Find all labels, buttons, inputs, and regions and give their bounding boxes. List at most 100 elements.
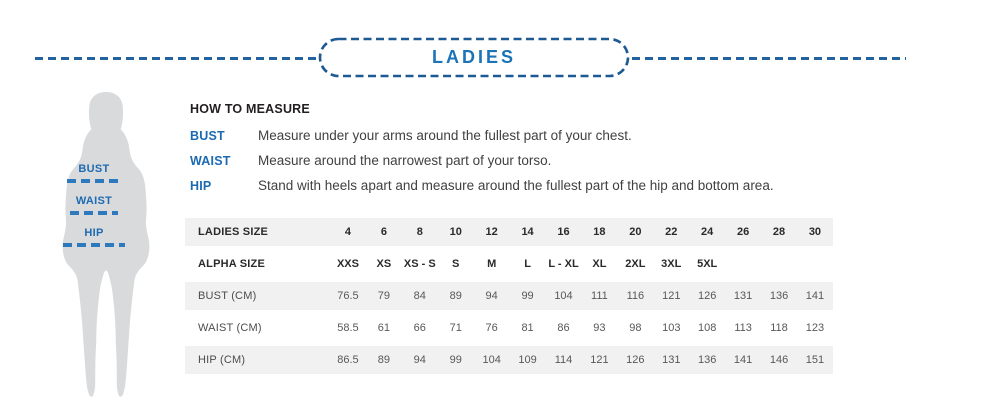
size-cell: 76.5 bbox=[337, 290, 359, 302]
size-cell: 81 bbox=[521, 322, 534, 334]
size-cell: 151 bbox=[805, 354, 825, 366]
row-label: BUST (CM) bbox=[198, 290, 257, 302]
size-cell: 146 bbox=[769, 354, 789, 366]
size-cell: 76 bbox=[485, 322, 498, 334]
size-cell: 26 bbox=[736, 226, 750, 238]
size-cell: 121 bbox=[662, 290, 681, 302]
table-row-hip: HIP (CM) 86.5 89 94 99 104 109 114 121 1… bbox=[185, 346, 833, 374]
size-cell: 121 bbox=[590, 354, 609, 366]
figure-waist-label: WAIST bbox=[75, 195, 113, 207]
bust-measure-dash-line bbox=[67, 179, 121, 183]
size-cell: 99 bbox=[521, 290, 534, 302]
row-label: HIP (CM) bbox=[198, 354, 246, 366]
size-cell: 109 bbox=[518, 354, 537, 366]
size-cell: 141 bbox=[733, 354, 753, 366]
size-cell: 113 bbox=[734, 322, 752, 334]
size-table: LADIES SIZE 4 6 8 10 12 14 16 18 20 22 2… bbox=[185, 218, 833, 378]
size-cell: 16 bbox=[557, 226, 570, 238]
measure-description: Measure under your arms around the fulle… bbox=[258, 128, 632, 143]
measure-instruction: WAIST Measure around the narrowest part … bbox=[190, 148, 890, 173]
measurement-figure: BUST WAIST HIP bbox=[57, 92, 155, 400]
measure-description: Measure around the narrowest part of you… bbox=[258, 153, 552, 168]
size-cell: 89 bbox=[449, 290, 462, 302]
dashed-divider-left bbox=[35, 57, 318, 60]
how-to-measure-title: HOW TO MEASURE bbox=[190, 102, 310, 116]
size-cell: 2XL bbox=[625, 258, 646, 270]
size-cell: 136 bbox=[769, 290, 789, 302]
ladies-badge-border bbox=[318, 37, 630, 78]
measure-instruction: HIP Stand with heels apart and measure a… bbox=[190, 173, 890, 198]
size-cell: 123 bbox=[805, 322, 825, 334]
size-cell: S bbox=[452, 258, 460, 270]
size-cell: 104 bbox=[554, 290, 573, 302]
row-label: ALPHA SIZE bbox=[198, 258, 265, 270]
measure-term: HIP bbox=[190, 178, 212, 193]
measure-instruction: BUST Measure under your arms around the … bbox=[190, 123, 890, 148]
figure-measure-waist: WAIST bbox=[70, 195, 118, 215]
size-cell: 111 bbox=[591, 290, 608, 302]
figure-measure-bust: BUST bbox=[67, 163, 121, 183]
size-cell: 66 bbox=[413, 322, 426, 334]
table-row-waist: WAIST (CM) 58.5 61 66 71 76 81 86 93 98 … bbox=[185, 314, 833, 342]
how-to-measure-section: HOW TO MEASURE BUST Measure under your a… bbox=[190, 102, 890, 198]
size-cell: 12 bbox=[485, 226, 498, 238]
waist-measure-dash-line bbox=[70, 211, 118, 215]
ladies-badge-label: LADIES bbox=[431, 47, 516, 67]
figure-hip-label: HIP bbox=[84, 227, 104, 239]
size-cell: 3XL bbox=[661, 258, 682, 270]
size-cell: 71 bbox=[449, 322, 462, 334]
table-row-ladies-size: LADIES SIZE 4 6 8 10 12 14 16 18 20 22 2… bbox=[185, 218, 833, 246]
size-cell: M bbox=[487, 258, 497, 270]
size-cell: 6 bbox=[380, 226, 387, 238]
size-cell: 79 bbox=[377, 290, 390, 302]
size-cell: 116 bbox=[626, 290, 645, 302]
size-cell: 118 bbox=[770, 322, 788, 334]
size-cell: XL bbox=[592, 258, 607, 270]
size-cell: 114 bbox=[554, 354, 573, 366]
size-cell: 126 bbox=[626, 354, 645, 366]
size-cell: 104 bbox=[482, 354, 501, 366]
size-cell: 8 bbox=[416, 226, 423, 238]
size-cell: 108 bbox=[698, 322, 717, 334]
size-cell: XS bbox=[376, 258, 392, 270]
size-cell: L - XL bbox=[548, 258, 579, 270]
size-cell: 84 bbox=[413, 290, 426, 302]
size-cell: 126 bbox=[698, 290, 717, 302]
measure-description: Stand with heels apart and measure aroun… bbox=[258, 178, 774, 193]
size-cell: 136 bbox=[698, 354, 717, 366]
row-label: WAIST (CM) bbox=[198, 322, 262, 334]
size-cell: 61 bbox=[377, 322, 390, 334]
size-cell: 5XL bbox=[697, 258, 718, 270]
size-cell: 103 bbox=[662, 322, 681, 334]
size-cell: 99 bbox=[449, 354, 462, 366]
size-cell: XXS bbox=[336, 258, 359, 270]
size-cell: 141 bbox=[805, 290, 825, 302]
size-cell: 89 bbox=[377, 354, 390, 366]
table-row-bust: BUST (CM) 76.5 79 84 89 94 99 104 111 11… bbox=[185, 282, 833, 310]
row-label: LADIES SIZE bbox=[198, 226, 269, 238]
figure-bust-label: BUST bbox=[78, 163, 110, 175]
size-cell: L bbox=[524, 258, 531, 270]
size-cell: 22 bbox=[665, 226, 678, 238]
ladies-badge: LADIES bbox=[318, 37, 630, 78]
size-cell: 98 bbox=[629, 322, 642, 334]
measure-term: WAIST bbox=[190, 153, 231, 168]
size-cell: XS - S bbox=[403, 258, 436, 270]
measure-term: BUST bbox=[190, 128, 225, 143]
dashed-divider-right bbox=[632, 57, 906, 60]
size-cell: 28 bbox=[772, 226, 786, 238]
size-cell: 86 bbox=[557, 322, 570, 334]
size-cell: 14 bbox=[521, 226, 534, 238]
size-cell: 10 bbox=[449, 226, 462, 238]
size-cell: 20 bbox=[629, 226, 642, 238]
size-cell: 4 bbox=[344, 226, 352, 238]
figure-measure-hip: HIP bbox=[63, 227, 125, 247]
size-cell: 131 bbox=[733, 290, 753, 302]
table-row-alpha-size: ALPHA SIZE XXS XS XS - S S M L L - XL XL… bbox=[185, 250, 833, 278]
hip-measure-dash-line bbox=[63, 243, 125, 247]
size-cell: 24 bbox=[701, 226, 714, 238]
size-cell: 18 bbox=[593, 226, 606, 238]
size-cell: 131 bbox=[662, 354, 681, 366]
size-cell: 58.5 bbox=[337, 322, 359, 334]
